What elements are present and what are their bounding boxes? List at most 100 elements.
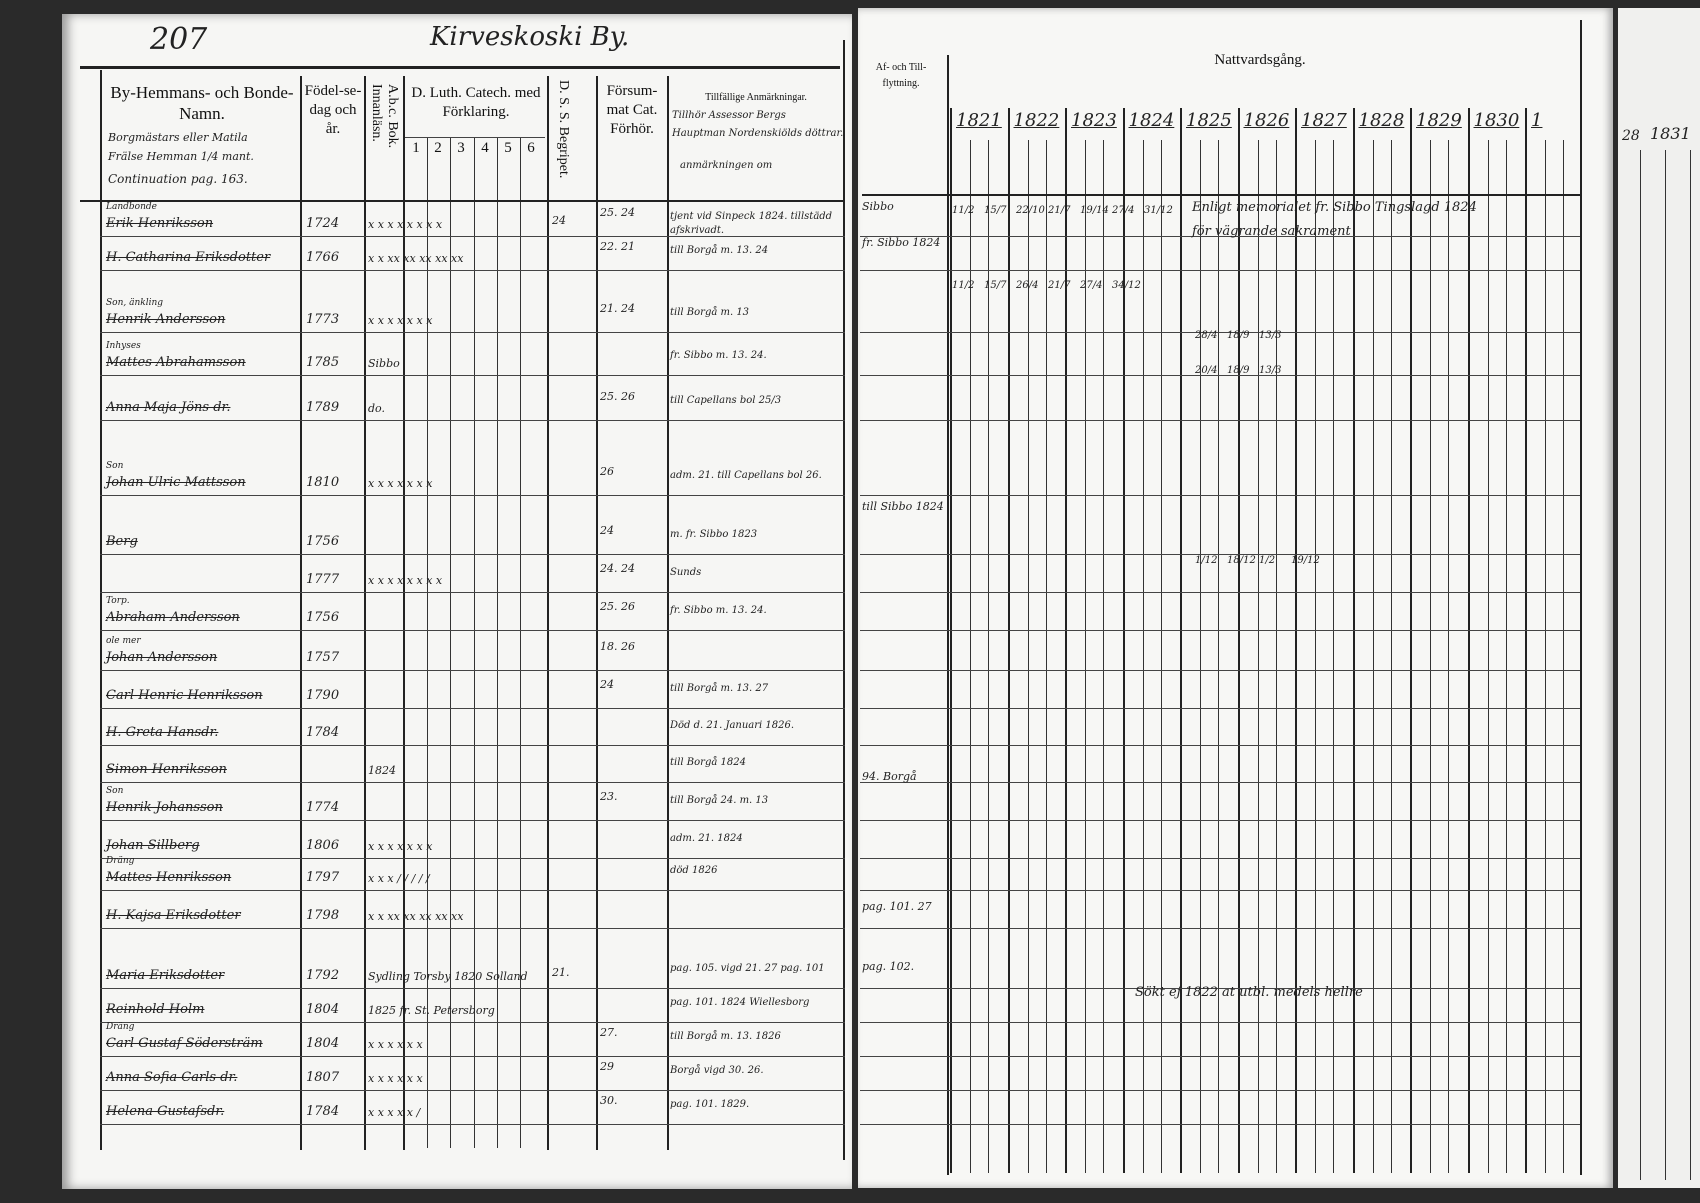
person-name: Johan Sillberg (106, 838, 200, 853)
row-rule (100, 1056, 845, 1057)
row-rule (860, 1090, 1580, 1091)
row-rule (860, 554, 1580, 555)
row-rule (100, 708, 845, 709)
birth-year: 1777 (306, 572, 340, 587)
header-notes: Tillfällige Anmärkningar. (705, 92, 807, 103)
birth-year: 1790 (306, 688, 340, 703)
row-rule (860, 236, 1580, 237)
person-name: Mattes Henriksson (106, 870, 232, 885)
birth-year: 1810 (306, 475, 340, 490)
row-rule (860, 1124, 1580, 1125)
catechism-subcolumn-4: 4 (481, 140, 489, 156)
catechism-rule (405, 137, 545, 138)
catechism-marks: x x x / / / / / (368, 872, 430, 885)
person-name: Henrik Johansson (106, 800, 223, 815)
remark: till Borgå m. 13. 1826 (670, 1031, 781, 1042)
row-rule (100, 375, 845, 376)
missed-value: 25. 26 (600, 390, 635, 403)
communion-mark: 31/12 (1144, 205, 1173, 216)
notes-owner-3: anmärkningen om (680, 160, 773, 171)
sub-rule (1372, 140, 1374, 1173)
catechism-marks: x x x x x x x x (368, 574, 443, 587)
column-rule (667, 76, 669, 1150)
next-page-edge (1618, 8, 1700, 1188)
communion-mark: 22/10 (1016, 205, 1045, 216)
sub-rule (1333, 140, 1334, 1173)
catechism-subcolumn-1: 1 (412, 140, 420, 156)
row-rule (100, 988, 845, 989)
subcolumn-rule (474, 138, 475, 1148)
catechism-marks: x x x x x x (368, 1072, 423, 1085)
communion-mark: 18/9 (1227, 365, 1250, 376)
person-name: H. Kajsa Eriksdotter (106, 908, 241, 923)
remark: till Borgå 24. m. 13 (670, 795, 769, 806)
person-name: Anna Maja Jöns dr. (106, 400, 231, 415)
communion-mark: 11/2 (952, 205, 975, 216)
person-name: Maria Eriksdotter (106, 968, 225, 983)
birth-year: 1806 (306, 838, 340, 853)
remark: till Capellans bol 25/3 (670, 395, 782, 406)
year-rule (1467, 108, 1470, 1173)
year-rule (1352, 108, 1355, 1173)
year-1825: 1825 (1186, 110, 1232, 131)
catechism-marks: x x xx xx xx xx xx (368, 252, 464, 265)
sub-rule (1218, 140, 1219, 1173)
missed-value: 26 (600, 465, 614, 478)
row-rule (100, 1022, 845, 1023)
header-rule (80, 66, 840, 69)
sub-rule (1200, 140, 1201, 1173)
year-rule (1295, 108, 1297, 1173)
person-name: Carl Gustaf Södersträm (106, 1036, 263, 1051)
row-rule (860, 928, 1580, 929)
year-1829: 1829 (1416, 110, 1462, 131)
year-1828: 1828 (1358, 110, 1405, 131)
row-rule (860, 592, 1580, 593)
header-birth: Födel-se-dag och år. (304, 83, 362, 137)
missed-value: 22. 21 (600, 240, 635, 253)
communion-mark: 1/2 (1259, 555, 1276, 566)
header-dss: D. S. S. Begripet. (556, 80, 571, 179)
sub-rule (1142, 140, 1144, 1173)
sub-rule (1563, 140, 1564, 1173)
remark: tjent vid Sinpeck 1824. tillstädd afskri… (670, 211, 833, 236)
row-rule (860, 630, 1580, 631)
person-name: Simon Henriksson (106, 762, 227, 777)
row-rule (860, 670, 1580, 671)
birth-year: 1804 (306, 1036, 340, 1051)
year-1826: 1826 (1243, 110, 1290, 131)
remark: till Borgå m. 13. 24 (670, 245, 769, 256)
row-title: Dräng (106, 856, 135, 866)
remark: fr. Sibbo m. 13. 24. (670, 605, 767, 616)
page-number: 207 (150, 22, 208, 57)
birth-year: 1766 (306, 250, 340, 265)
sub-rule (1430, 140, 1431, 1173)
missed-value: 24 (600, 678, 614, 691)
column-rule (300, 76, 302, 1150)
year-rule (1525, 108, 1527, 1173)
birth-year: 1774 (306, 800, 340, 815)
moving-entry: Sibbo (862, 200, 894, 213)
row-rule (100, 1124, 845, 1125)
farm-size: Frälse Hemman 1/4 mant. (108, 150, 254, 163)
sub-rule (1160, 140, 1162, 1173)
communion-mark: 26/4 (1016, 280, 1039, 291)
birth-year: 1785 (306, 355, 340, 370)
birth-year: 1784 (306, 725, 340, 740)
catechism-marks: x x x x x x x (368, 477, 433, 490)
subcolumn-rule (450, 138, 451, 1148)
catechism-marks: 1825 fr. St. Petersborg (368, 1004, 495, 1017)
missed-value: 24. 24 (600, 562, 635, 575)
communion-mark: 19/12 (1291, 555, 1320, 566)
catechism-subcolumn-5: 5 (504, 140, 512, 156)
remark: till Borgå m. 13 (670, 307, 750, 318)
missed-value: 18. 26 (600, 640, 635, 653)
person-name: Anna Sofia Carls dr. (106, 1070, 238, 1085)
remark: Död d. 21. Januari 1826. (670, 720, 795, 731)
sub-rule (1103, 140, 1104, 1173)
sub-rule (1257, 140, 1259, 1173)
row-rule (100, 670, 845, 671)
catechism-marks: 1824 (368, 764, 396, 777)
next-page-rule (1665, 150, 1666, 1180)
row-rule (860, 745, 1580, 746)
sub-rule (1085, 140, 1086, 1173)
